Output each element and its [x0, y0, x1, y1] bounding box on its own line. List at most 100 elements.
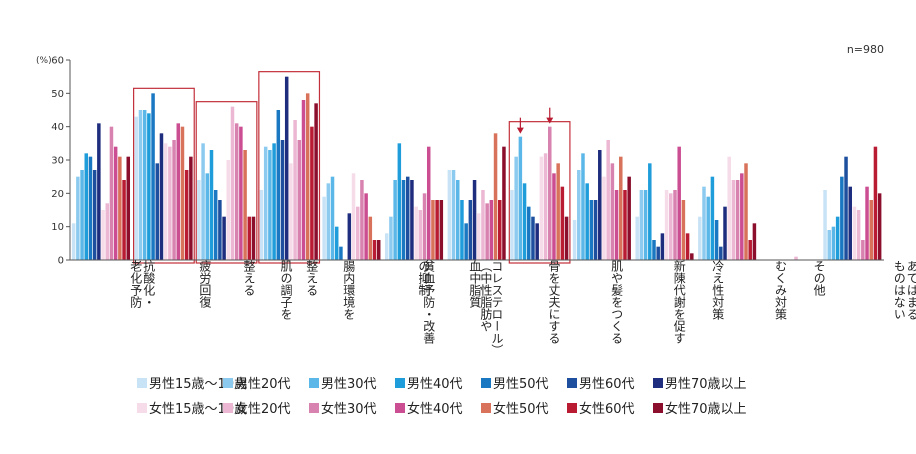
bar	[451, 170, 456, 260]
bar	[560, 186, 565, 260]
bar	[222, 216, 226, 260]
bar	[263, 146, 268, 260]
bar	[76, 176, 80, 260]
bar	[740, 173, 744, 260]
legend-swatch	[395, 378, 405, 388]
bar	[831, 226, 836, 260]
bar	[719, 246, 723, 260]
legend-label: 女性70歳以上	[665, 401, 747, 417]
bar	[71, 223, 76, 260]
bar	[861, 240, 865, 260]
legend-swatch	[653, 378, 663, 388]
legend-label: 男性60代	[579, 377, 635, 392]
bar	[669, 193, 673, 260]
y-tick-label: 20	[51, 189, 64, 200]
bar	[401, 180, 406, 260]
bar	[673, 190, 677, 260]
bar	[113, 146, 118, 260]
bar	[744, 163, 748, 260]
bar	[201, 143, 205, 260]
bar	[172, 140, 176, 260]
legend-swatch	[653, 403, 663, 413]
bar	[677, 146, 681, 260]
highlight-box	[133, 87, 195, 264]
bar	[585, 183, 589, 260]
bar	[118, 156, 122, 260]
bar	[606, 140, 610, 260]
bar	[109, 126, 114, 260]
bar	[873, 146, 878, 260]
bar	[581, 153, 585, 260]
bar	[226, 160, 231, 260]
bar	[543, 153, 548, 260]
bar	[80, 170, 84, 260]
bar	[623, 190, 627, 260]
y-tick-label: 60	[51, 56, 64, 67]
y-tick-label: 30	[51, 156, 64, 167]
legend-label: 女性20代	[235, 401, 291, 417]
bar	[656, 246, 660, 260]
bar	[856, 210, 861, 260]
bar	[230, 106, 235, 260]
bar	[690, 253, 694, 260]
bar	[297, 140, 302, 260]
bar	[439, 200, 444, 260]
bar	[397, 143, 402, 260]
x-tick-label: あてはまるものはない	[846, 260, 916, 319]
category-highlights	[133, 71, 571, 264]
bar	[189, 156, 193, 260]
bar	[714, 220, 719, 260]
highlight-box	[195, 101, 258, 264]
bar	[610, 163, 615, 260]
bar	[840, 176, 844, 260]
bar	[710, 176, 715, 260]
legend-label: 男性50代	[493, 377, 549, 392]
legend-label: 女性50代	[493, 401, 549, 417]
y-axis: 0 10 20 30 40 50 60	[51, 56, 71, 267]
legend-swatch	[309, 403, 319, 413]
bar	[460, 200, 464, 260]
legend-label: 男性30代	[321, 377, 377, 392]
bar	[272, 143, 276, 260]
legend-swatch	[395, 403, 405, 413]
bar	[372, 240, 377, 260]
legend-swatch	[481, 403, 491, 413]
bar	[489, 200, 494, 260]
bar	[147, 113, 151, 260]
bar	[731, 180, 736, 260]
bar	[602, 176, 606, 260]
bar	[351, 173, 356, 260]
bar	[735, 180, 740, 260]
y-tick-label: 10	[51, 222, 64, 233]
bar	[293, 120, 297, 260]
bar	[648, 163, 652, 260]
legend-swatch	[481, 378, 491, 388]
bar	[310, 126, 314, 260]
bar	[360, 180, 364, 260]
bar	[727, 156, 731, 260]
bar	[823, 190, 827, 260]
bar	[639, 190, 644, 260]
bar	[126, 156, 131, 260]
legend-swatch	[137, 378, 147, 388]
bar	[535, 223, 539, 260]
bar	[598, 150, 602, 260]
bar	[522, 183, 527, 260]
bar	[234, 123, 239, 260]
bar	[418, 210, 423, 260]
bar	[514, 156, 518, 260]
bar	[280, 140, 285, 260]
bar	[468, 200, 473, 260]
bar	[326, 183, 331, 260]
bar	[389, 216, 393, 260]
bar	[134, 116, 139, 260]
x-axis: 抗酸化・老化予防 疲労回復 肌の調子を整える 腸内環境を整える 貧血予防・改善血中脂質（…	[70, 259, 916, 347]
legend-label: 男性20代	[235, 377, 291, 392]
y-tick-label: 50	[51, 89, 64, 100]
bar	[138, 110, 143, 260]
legend-swatch	[309, 378, 319, 388]
bar	[664, 190, 669, 260]
bar	[105, 203, 110, 260]
bar	[748, 240, 752, 260]
